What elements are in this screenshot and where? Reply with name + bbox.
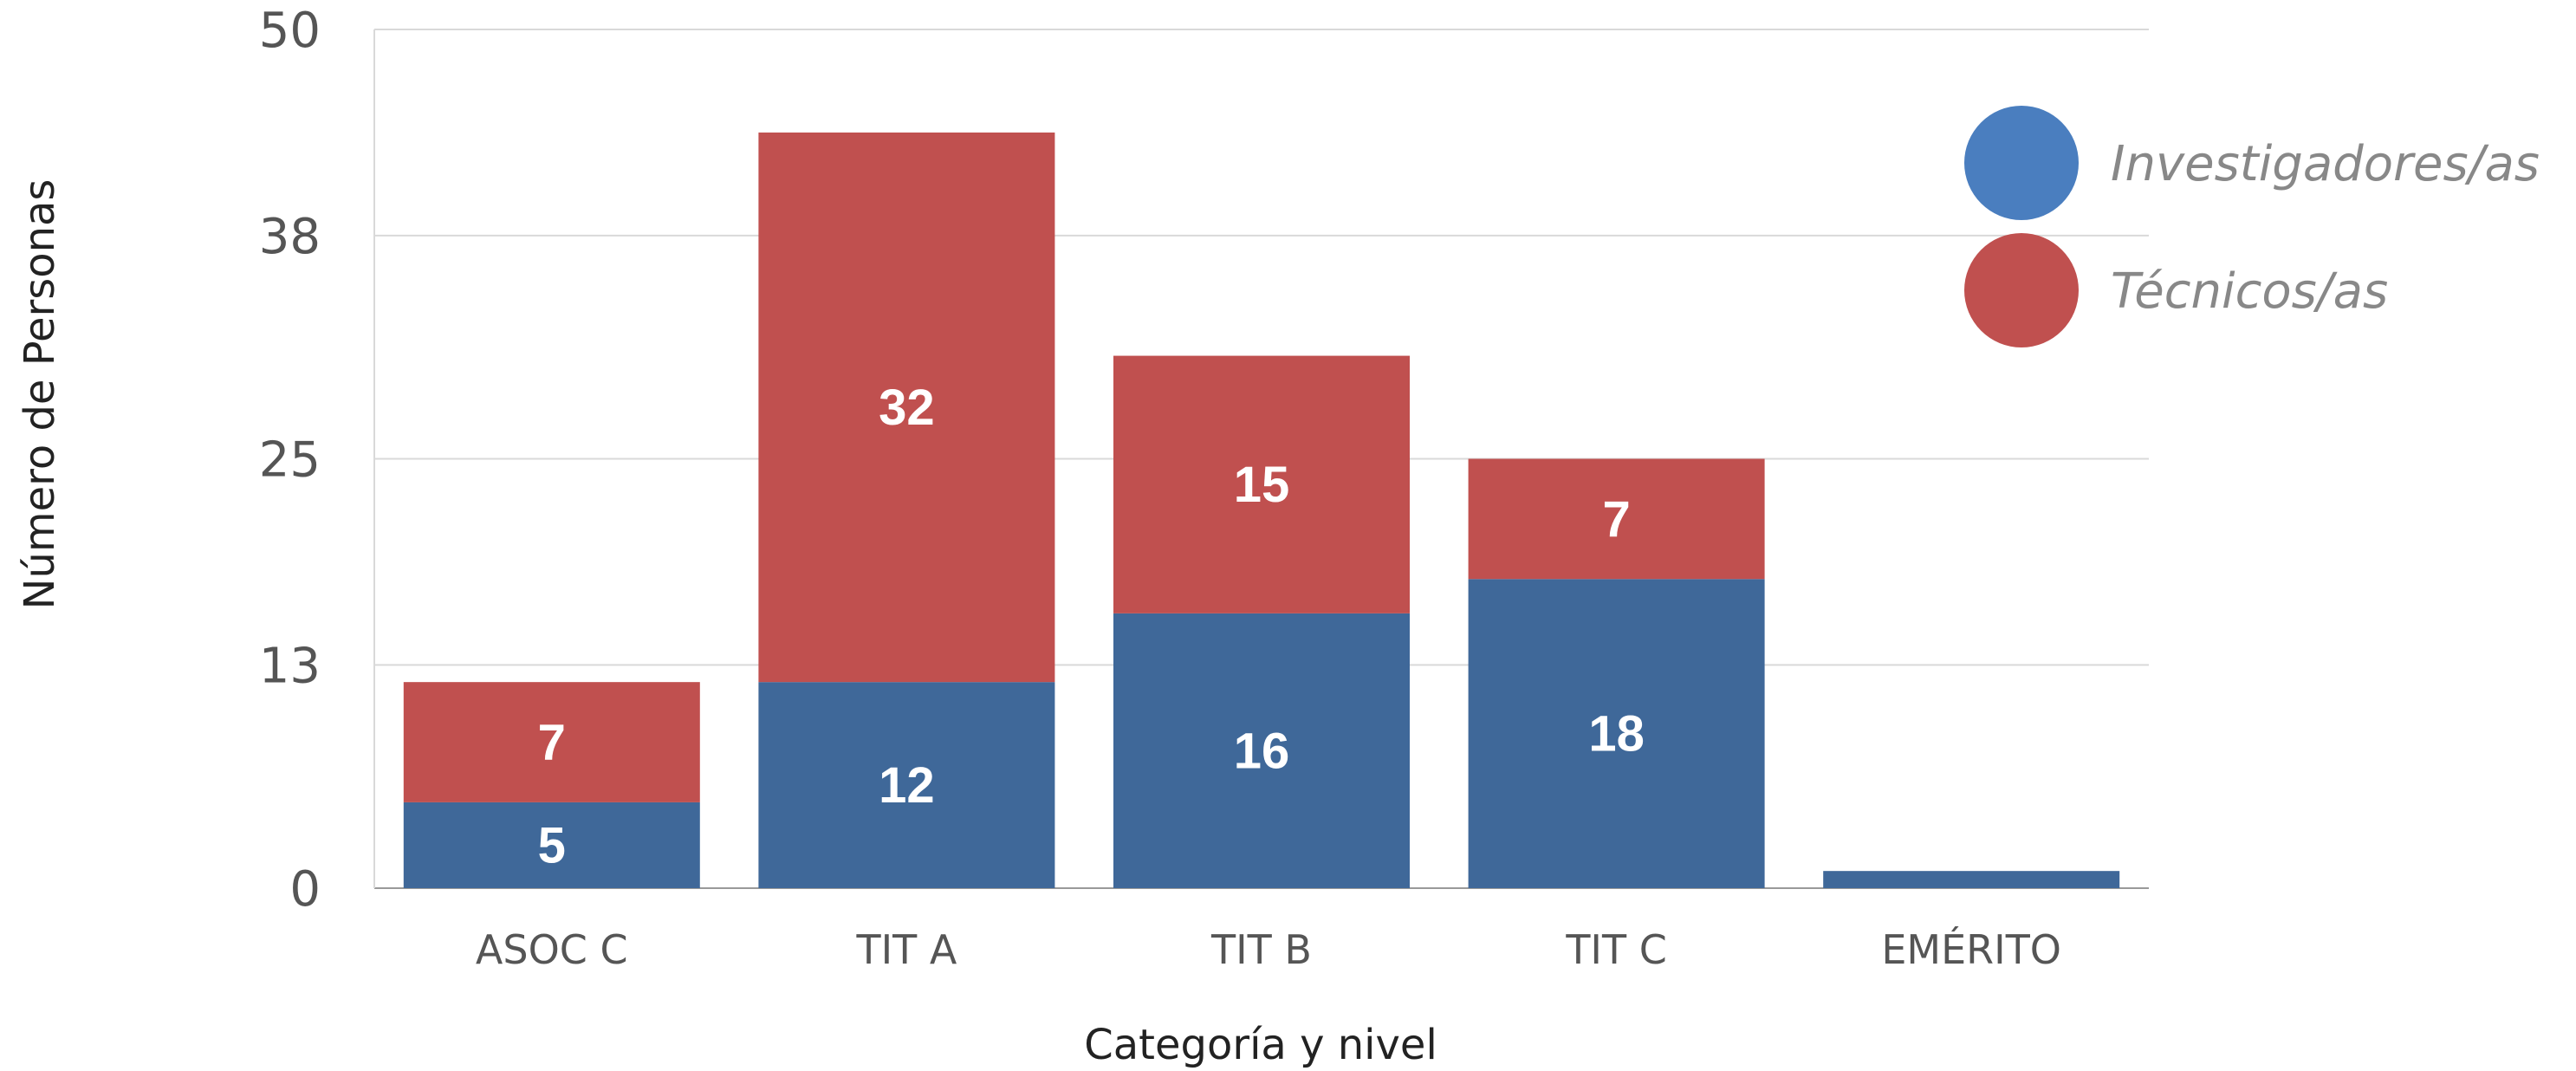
x-axis-title: Categoría y nivel (1084, 1021, 1437, 1069)
bar-segment (403, 802, 700, 888)
bar-segment (758, 682, 1055, 888)
x-tick-label: TIT B (1210, 926, 1312, 973)
bar-value-label: 7 (1602, 491, 1630, 548)
bar-value-label: 15 (1234, 457, 1290, 513)
bars (403, 132, 2120, 888)
x-tick-label: TIT C (1565, 926, 1667, 973)
x-tick-label: ASOC C (476, 926, 628, 973)
bar-value-label: 16 (1234, 723, 1290, 779)
y-tick-label: 0 (289, 861, 321, 918)
legend-label: Técnicos/as (2111, 263, 2388, 320)
bar-value-label: 12 (879, 757, 935, 814)
bar-segment (1823, 871, 2120, 888)
x-tick-label: TIT A (855, 926, 957, 973)
y-tick-label: 25 (259, 432, 321, 489)
y-tick-label: 13 (259, 638, 321, 694)
bar-segment (1113, 355, 1410, 613)
legend-marker (1964, 106, 2079, 220)
bar-segment (403, 682, 700, 802)
bar-labels: 5 7 12 32 16 15 18 7 (538, 380, 1645, 873)
y-axis-ticks: 0 13 25 38 50 (259, 3, 321, 918)
y-tick-label: 38 (259, 209, 321, 265)
bar-value-label: 7 (538, 715, 566, 771)
x-axis-categories: ASOC C TIT A TIT B TIT C EMÉRITO (476, 926, 2061, 973)
bar-value-label: 18 (1588, 706, 1645, 763)
bar-segment (1468, 579, 1765, 888)
bar-value-label: 32 (879, 380, 935, 436)
bar-segment (1468, 458, 1765, 580)
legend-marker (1964, 233, 2079, 347)
legend-label: Investigadores/as (2111, 136, 2540, 192)
x-tick-label: EMÉRITO (1881, 926, 2061, 973)
bar-segment (1113, 613, 1410, 888)
bar-value-label: 5 (538, 817, 566, 873)
y-axis-title: Número de Personas (16, 179, 64, 610)
bar-segment (758, 132, 1055, 683)
legend: Investigadores/as Técnicos/as (1964, 106, 2540, 347)
y-tick-label: 50 (259, 3, 321, 59)
